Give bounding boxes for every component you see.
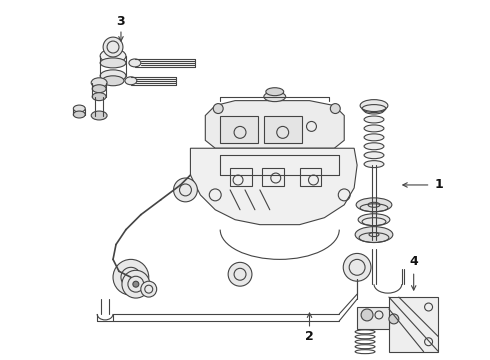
Ellipse shape	[364, 143, 384, 150]
Circle shape	[330, 104, 340, 113]
Circle shape	[113, 260, 149, 295]
Bar	[389, 297, 439, 352]
Ellipse shape	[74, 105, 85, 112]
Polygon shape	[191, 148, 357, 225]
Circle shape	[122, 270, 150, 298]
Ellipse shape	[364, 152, 384, 159]
Ellipse shape	[102, 76, 124, 86]
Ellipse shape	[360, 100, 388, 112]
Text: 4: 4	[409, 255, 418, 268]
Ellipse shape	[355, 227, 393, 243]
Ellipse shape	[364, 116, 384, 123]
Ellipse shape	[92, 85, 106, 93]
Circle shape	[361, 309, 373, 321]
Text: 2: 2	[305, 330, 314, 343]
Bar	[357, 307, 389, 329]
Bar	[262, 168, 284, 186]
Ellipse shape	[91, 78, 107, 88]
Circle shape	[228, 262, 252, 286]
Ellipse shape	[100, 58, 126, 68]
Ellipse shape	[264, 92, 286, 102]
Text: 3: 3	[117, 15, 125, 28]
Polygon shape	[205, 100, 344, 148]
Bar	[264, 116, 301, 143]
Ellipse shape	[100, 49, 126, 63]
Circle shape	[133, 281, 139, 287]
Ellipse shape	[92, 93, 106, 100]
Bar	[299, 168, 321, 186]
Ellipse shape	[266, 88, 284, 96]
Ellipse shape	[364, 161, 384, 168]
Ellipse shape	[91, 111, 107, 120]
Ellipse shape	[364, 125, 384, 132]
Ellipse shape	[100, 70, 126, 82]
Ellipse shape	[364, 134, 384, 141]
Circle shape	[389, 314, 399, 324]
Ellipse shape	[356, 198, 392, 212]
Circle shape	[128, 274, 134, 280]
Circle shape	[213, 104, 223, 113]
Ellipse shape	[125, 77, 137, 85]
Circle shape	[103, 37, 123, 57]
Circle shape	[173, 178, 197, 202]
Ellipse shape	[364, 107, 384, 114]
Circle shape	[141, 281, 157, 297]
Circle shape	[343, 253, 371, 281]
Bar	[220, 116, 258, 143]
Bar	[230, 168, 252, 186]
Ellipse shape	[74, 111, 85, 118]
Text: 1: 1	[434, 179, 443, 192]
Ellipse shape	[358, 214, 390, 226]
Ellipse shape	[129, 59, 141, 67]
